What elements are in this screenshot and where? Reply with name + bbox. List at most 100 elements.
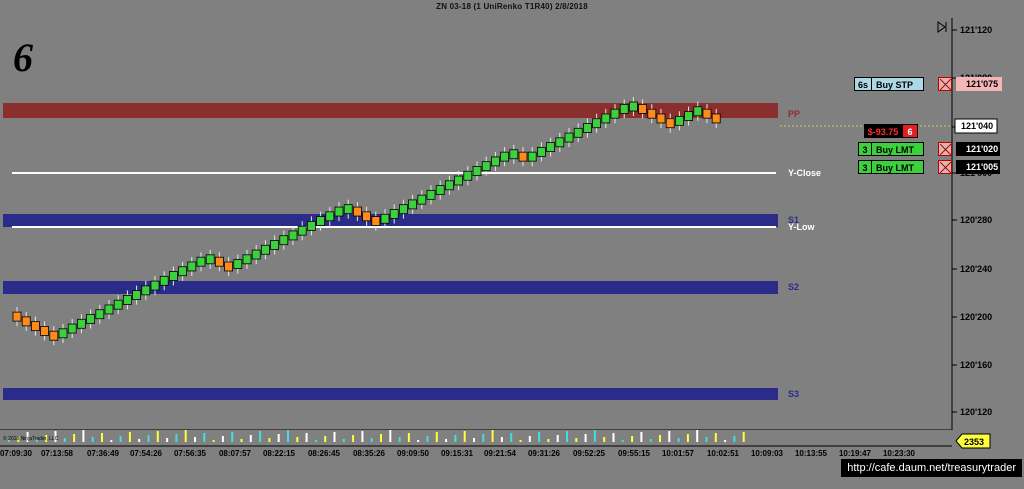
brick-down	[656, 113, 666, 124]
brick-up	[168, 271, 178, 281]
brick-up	[583, 123, 592, 133]
order-buy-stop[interactable]: 6s Buy STP 121'075	[854, 77, 1014, 91]
brick-up	[270, 240, 280, 250]
time-tick-label: 09:21:54	[484, 449, 517, 458]
volume-bar	[166, 438, 169, 442]
volume-bar	[398, 437, 401, 442]
brick-up	[463, 170, 473, 181]
volume-bar	[175, 434, 178, 442]
volume-bar	[342, 439, 345, 442]
volume-bar	[82, 430, 85, 442]
brick-up	[500, 151, 510, 162]
volume-bar	[54, 431, 57, 442]
volume-bar	[221, 436, 224, 442]
brick-up	[472, 166, 482, 176]
position-tag[interactable]: $-93.75 6	[864, 124, 924, 138]
volume-bar	[519, 440, 522, 442]
time-tick-label: 09:15:31	[441, 449, 474, 458]
volume-bar	[603, 437, 606, 442]
order-buy-limit-2[interactable]: 3 Buy LMT 121'005	[858, 160, 1018, 174]
brick-up	[159, 275, 169, 286]
brick-up	[527, 151, 537, 162]
brick-up	[187, 261, 197, 272]
volume-bar	[491, 430, 494, 442]
collapse-right-icon[interactable]	[937, 21, 947, 33]
volume-bar	[324, 436, 327, 442]
time-tick-label: 08:07:57	[219, 449, 252, 458]
brick-up	[95, 309, 105, 320]
brick-down	[371, 216, 381, 227]
volume-bar	[686, 434, 689, 442]
volume-bar	[128, 432, 131, 442]
brick-up	[86, 314, 95, 324]
current-price-box	[954, 118, 998, 134]
cancel-order-icon[interactable]	[938, 142, 952, 156]
volume-bar	[659, 435, 661, 442]
volume-bar	[314, 440, 317, 442]
level-band-pp	[3, 103, 778, 118]
volume-bar	[249, 435, 252, 442]
volume-bar	[380, 434, 382, 442]
volume-bar	[296, 437, 299, 442]
volume-bar	[724, 440, 727, 442]
brick-up	[592, 118, 601, 129]
cancel-order-icon[interactable]	[938, 77, 952, 91]
brick-up	[205, 254, 215, 265]
level-label-pp: PP	[788, 109, 800, 119]
volume-bar	[677, 438, 680, 442]
volume-bar	[212, 440, 215, 442]
volume-bar	[407, 433, 410, 442]
brick-up	[417, 194, 427, 205]
brick-up	[610, 108, 620, 119]
brick-up	[481, 161, 491, 172]
price-tick-label: 120'160	[960, 360, 992, 370]
volume-bar	[445, 439, 448, 442]
volume-bar	[110, 440, 113, 442]
time-tick-label: 10:09:03	[751, 449, 784, 458]
level-label-s1: S1	[788, 215, 799, 225]
time-tick-label: 09:09:50	[397, 449, 430, 458]
brick-down	[362, 211, 372, 222]
brick-up	[389, 209, 399, 219]
level-label-y-close: Y-Close	[788, 168, 821, 178]
volume-bar	[101, 433, 103, 442]
brick-up	[444, 180, 454, 191]
time-tick-label: 08:26:45	[308, 449, 341, 458]
brick-up	[537, 146, 546, 157]
brick-up	[619, 104, 629, 114]
volume-bar	[426, 436, 429, 442]
price-tick-label: 120'120	[960, 407, 992, 417]
time-tick-label: 09:55:15	[618, 449, 651, 458]
brick-down	[665, 118, 675, 129]
volume-bar	[287, 430, 289, 442]
time-tick-label: 10:02:51	[707, 449, 740, 458]
order-buy-limit-1[interactable]: 3 Buy LMT 121'020	[858, 142, 1018, 156]
brick-up	[67, 323, 77, 334]
volume-bar	[463, 431, 466, 442]
volume-bar	[370, 438, 373, 442]
order-qty: 3	[858, 142, 872, 156]
time-tick-label: 07:09:30	[0, 449, 33, 458]
cancel-order-icon[interactable]	[938, 160, 952, 174]
brick-up	[509, 149, 519, 160]
brick-up	[408, 199, 418, 210]
brick-up	[233, 259, 243, 269]
brick-up	[380, 213, 390, 224]
price-tick-label: 121'120	[960, 25, 992, 35]
volume-bar	[277, 434, 280, 442]
volume-bar	[454, 435, 457, 442]
volume-bar	[668, 431, 671, 442]
brick-up	[675, 115, 684, 126]
volume-bar	[593, 430, 596, 442]
order-price: 121'020	[956, 142, 1000, 156]
brick-up	[113, 299, 123, 310]
time-tick-label: 09:31:26	[528, 449, 561, 458]
volume-bar	[612, 433, 615, 442]
volume-bar	[500, 437, 503, 442]
price-tick-label: 120'280	[960, 215, 992, 225]
brick-up	[260, 244, 270, 255]
brick-down	[49, 330, 59, 341]
chart-title: ZN 03-18 (1 UniRenko T1R40) 2/8/2018	[436, 2, 588, 11]
